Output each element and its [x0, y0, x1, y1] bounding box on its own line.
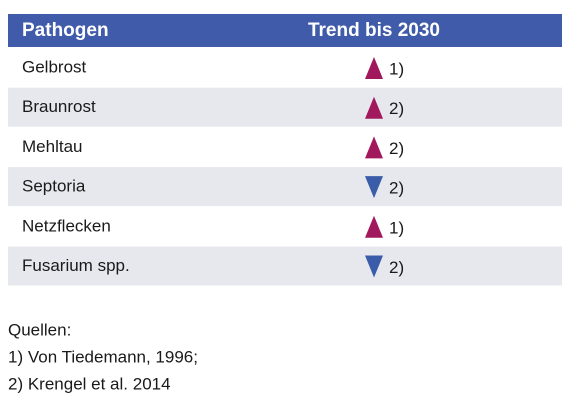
pathogen: Fusarium spp. — [22, 256, 130, 275]
row-stripe — [8, 87, 562, 127]
sources-title: Quellen: — [8, 320, 71, 339]
note: 1) — [389, 59, 404, 78]
row-stripe — [8, 167, 562, 207]
note: 2) — [389, 179, 404, 198]
trend-up-arrow — [365, 136, 383, 159]
header-cell: Pathogen — [22, 20, 109, 41]
note: 1) — [389, 218, 404, 237]
pathogen: Septoria — [22, 177, 86, 196]
trend-down-arrow — [365, 176, 383, 199]
pathogen: Braunrost — [22, 97, 96, 116]
trend-down-arrow — [365, 255, 383, 278]
note: 2) — [389, 99, 404, 118]
note: 2) — [389, 139, 404, 158]
trend-up-arrow — [365, 215, 383, 238]
note: 2) — [389, 258, 404, 277]
header-cell: Trend bis 2030 — [308, 20, 440, 41]
trend-up-arrow — [365, 96, 383, 119]
source: 2) Krengel et al. 2014 — [8, 374, 171, 393]
pathogen: Netzflecken — [22, 216, 111, 235]
pathogen: Mehltau — [22, 137, 82, 156]
pathogen: Gelbrost — [22, 57, 87, 76]
row-stripe — [8, 246, 562, 286]
source: 1) Von Tiedemann, 1996; — [8, 347, 198, 366]
trend-up-arrow — [365, 57, 383, 79]
header-bar — [8, 14, 562, 47]
